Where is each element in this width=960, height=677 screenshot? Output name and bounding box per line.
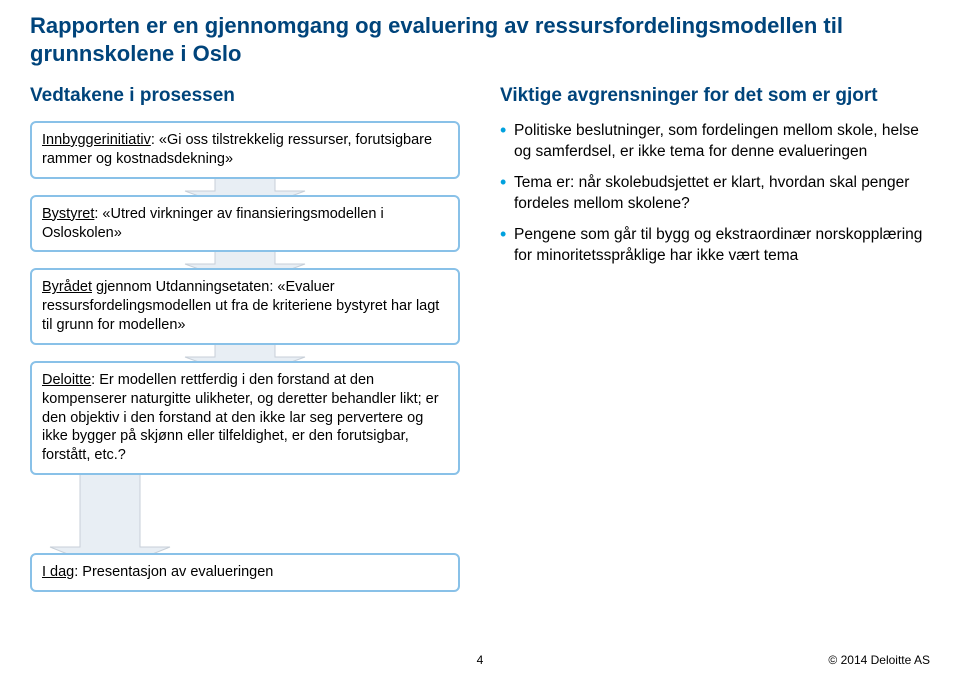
title-line-1: Rapporten er en gjennomgang og evaluerin… xyxy=(30,13,843,38)
flow-box-3-text: gjennom Utdanningsetaten: «Evaluer ressu… xyxy=(42,279,439,333)
flow-box-idag: I dag: Presentasjon av evalueringen xyxy=(30,553,460,592)
flow-box-bystyret: Bystyret: «Utred virkninger av finansier… xyxy=(30,195,460,253)
flow-box-innbyggerinitiativ: Innbyggerinitiativ: «Gi oss tilstrekkeli… xyxy=(30,121,460,179)
flow-box-2-label: Bystyret xyxy=(42,206,94,222)
flow-box-4-label: Deloitte xyxy=(42,372,91,388)
right-column: Viktige avgrensninger for det som er gjo… xyxy=(500,85,930,592)
right-heading: Viktige avgrensninger for det som er gjo… xyxy=(500,85,930,107)
content-columns: Vedtakene i prosessen Innbyggerinitiativ… xyxy=(30,85,930,592)
flow-box-4-text: : Er modellen rettferdig i den forstand … xyxy=(42,372,439,463)
bullet-item: Politiske beslutninger, som fordelingen … xyxy=(500,121,930,163)
title-line-2: grunnskolene i Oslo xyxy=(30,41,241,66)
flowchart: Innbyggerinitiativ: «Gi oss tilstrekkeli… xyxy=(30,121,460,592)
footer: 4 © 2014 Deloitte AS xyxy=(0,653,960,667)
bullet-item: Tema er: når skolebudsjettet er klart, h… xyxy=(500,173,930,215)
flow-box-1-label: Innbyggerinitiativ xyxy=(42,132,151,148)
left-heading: Vedtakene i prosessen xyxy=(30,85,460,107)
flow-box-5-label: I dag xyxy=(42,564,74,580)
copyright: © 2014 Deloitte AS xyxy=(828,653,930,667)
flow-box-deloitte: Deloitte: Er modellen rettferdig i den f… xyxy=(30,361,460,475)
bullet-list: Politiske beslutninger, som fordelingen … xyxy=(500,121,930,267)
left-column: Vedtakene i prosessen Innbyggerinitiativ… xyxy=(30,85,460,592)
flow-box-2-text: : «Utred virkninger av finansieringsmode… xyxy=(42,206,384,241)
flow-arrow-4 xyxy=(30,469,460,559)
page-number: 4 xyxy=(477,653,484,667)
page-title: Rapporten er en gjennomgang og evaluerin… xyxy=(30,12,930,67)
flow-box-5-text: : Presentasjon av evalueringen xyxy=(74,564,273,580)
flow-box-3-label: Byrådet xyxy=(42,279,92,295)
bullet-item: Pengene som går til bygg og ekstraordinæ… xyxy=(500,225,930,267)
flow-box-byraadet: Byrådet gjennom Utdanningsetaten: «Evalu… xyxy=(30,268,460,345)
